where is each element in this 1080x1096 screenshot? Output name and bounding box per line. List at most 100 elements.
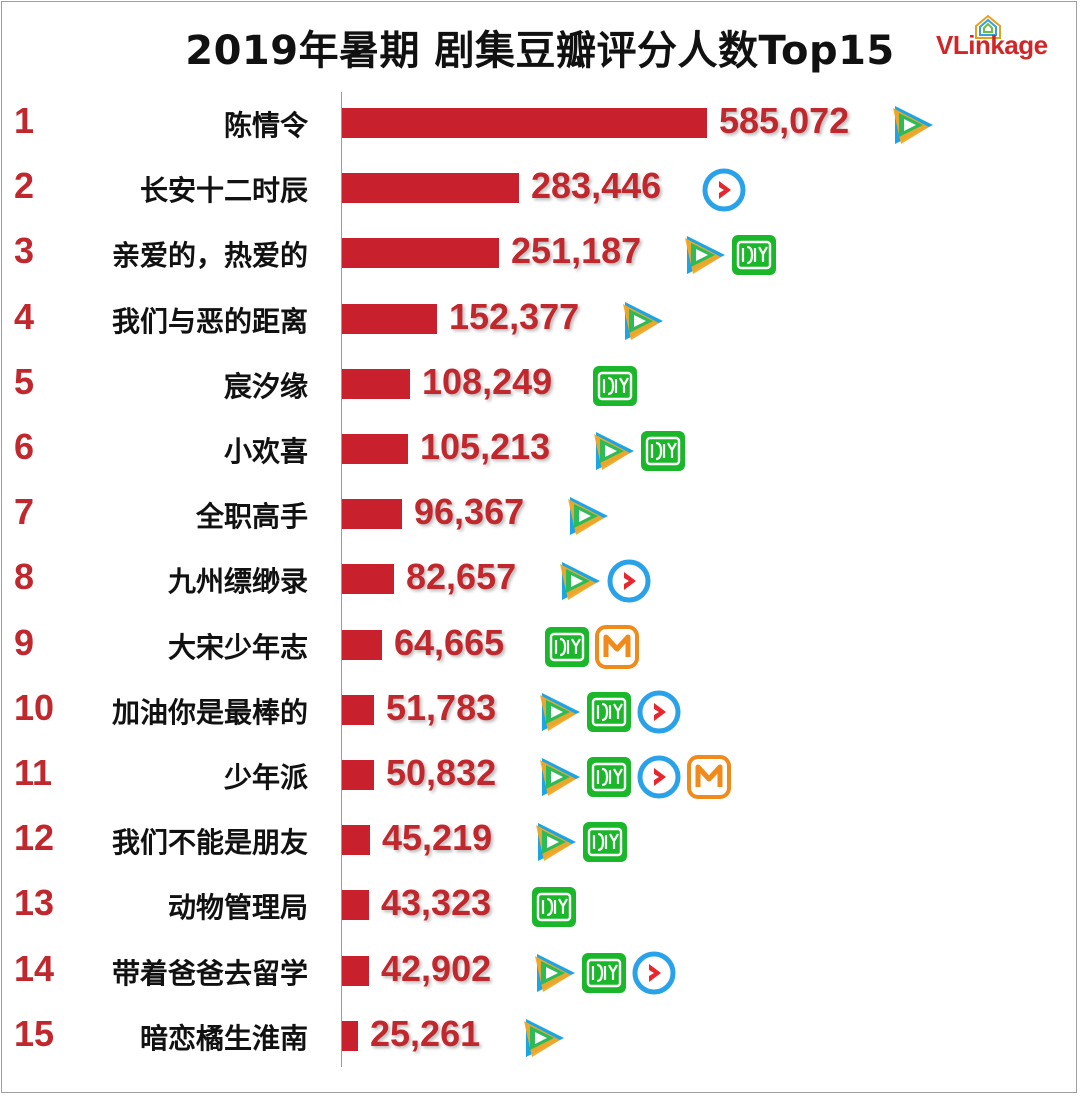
tencent-video-icon bbox=[540, 692, 580, 731]
rank-label: 7 bbox=[14, 491, 35, 533]
bar bbox=[342, 629, 382, 660]
platform-icons bbox=[889, 101, 935, 149]
series-name-label: 陈情令 bbox=[223, 109, 308, 142]
tencent-video-icon bbox=[560, 562, 600, 601]
platform-icons bbox=[564, 492, 610, 540]
tencent-video-icon bbox=[685, 236, 725, 275]
series-name-label: 暗恋橘生淮南 bbox=[139, 1021, 308, 1055]
value-label: 283,446 bbox=[531, 165, 662, 207]
rank-label: 8 bbox=[14, 556, 35, 598]
iqiyi-icon bbox=[583, 822, 627, 863]
rank-label: 13 bbox=[14, 882, 55, 924]
iqiyi-icon bbox=[593, 365, 637, 406]
value-label: 25,261 bbox=[370, 1012, 481, 1054]
platform-icons bbox=[556, 557, 652, 605]
series-name-label: 我们与恶的距离 bbox=[111, 304, 308, 338]
platform-icons bbox=[592, 362, 638, 410]
bar-row: 5 宸汐缘 108,249 bbox=[0, 353, 1080, 419]
logo-text-tail: age bbox=[1004, 30, 1048, 60]
platform-icons bbox=[544, 623, 640, 671]
series-name-label: 大宋少年志 bbox=[167, 630, 308, 664]
bar-row: 1 陈情令 585,072 bbox=[0, 92, 1080, 158]
chart-title: 2019年暑期 剧集豆瓣评分人数Top15 bbox=[185, 28, 895, 74]
value-label: 152,377 bbox=[449, 295, 580, 337]
bar bbox=[342, 694, 374, 725]
tencent-video-icon bbox=[594, 432, 634, 470]
series-name-label: 少年派 bbox=[223, 761, 308, 794]
bar bbox=[342, 434, 408, 464]
rank-label: 3 bbox=[14, 230, 35, 272]
platform-icons bbox=[536, 753, 732, 801]
bar bbox=[342, 564, 394, 595]
bar-row: 8 九州缥缈录 82,657 bbox=[0, 548, 1080, 614]
rank-label: 2 bbox=[14, 165, 35, 207]
bar-row: 13 动物管理局 43,323 bbox=[0, 874, 1080, 940]
bar bbox=[342, 890, 369, 921]
tencent-video-icon bbox=[536, 823, 576, 862]
rank-label: 15 bbox=[14, 1012, 55, 1054]
bar bbox=[342, 1020, 358, 1051]
tencent-video-icon bbox=[524, 1018, 564, 1057]
bar-row: 15 暗恋橘生淮南 25,261 bbox=[0, 1005, 1080, 1071]
platform-icons bbox=[701, 166, 747, 214]
bar bbox=[342, 825, 370, 856]
platform-icons bbox=[520, 1014, 566, 1062]
value-label: 45,219 bbox=[382, 817, 493, 859]
platform-icons bbox=[531, 949, 677, 997]
bar-row: 7 全职高手 96,367 bbox=[0, 483, 1080, 549]
value-label: 82,657 bbox=[406, 556, 517, 598]
bar bbox=[342, 955, 369, 986]
rank-label: 9 bbox=[14, 621, 35, 663]
value-label: 96,367 bbox=[414, 491, 525, 533]
value-label: 585,072 bbox=[719, 100, 850, 141]
platform-icons bbox=[681, 231, 777, 279]
series-name-label: 小欢喜 bbox=[223, 435, 308, 468]
platform-icons bbox=[590, 427, 686, 475]
series-name-label: 宸汐缘 bbox=[223, 369, 308, 403]
house-frame-icon bbox=[975, 14, 1001, 39]
bar-row: 2 长安十二时辰 283,446 bbox=[0, 157, 1080, 223]
value-label: 64,665 bbox=[394, 621, 505, 663]
series-name-label: 我们不能是朋友 bbox=[111, 826, 308, 860]
iqiyi-icon bbox=[532, 887, 576, 928]
platform-icons bbox=[532, 818, 628, 866]
vlinkage-logo: VLinkage bbox=[936, 14, 1068, 64]
mgtv-icon bbox=[595, 624, 639, 669]
iqiyi-icon bbox=[587, 691, 631, 732]
bar-row: 11 少年派 50,832 bbox=[0, 744, 1080, 810]
rank-label: 1 bbox=[14, 100, 35, 141]
bar bbox=[342, 368, 410, 399]
tencent-video-icon bbox=[535, 953, 575, 992]
mgtv-icon bbox=[687, 755, 731, 799]
value-label: 251,187 bbox=[511, 230, 642, 272]
bar-row: 3 亲爱的，热爱的 251,187 bbox=[0, 222, 1080, 288]
rank-label: 12 bbox=[14, 817, 55, 859]
series-name-label: 长安十二时辰 bbox=[139, 174, 308, 208]
value-label: 108,249 bbox=[422, 360, 553, 402]
tencent-video-icon bbox=[540, 758, 580, 796]
bar bbox=[342, 108, 707, 138]
series-name-label: 亲爱的，热爱的 bbox=[111, 239, 308, 273]
value-label: 51,783 bbox=[386, 686, 497, 728]
value-label: 105,213 bbox=[420, 426, 551, 467]
tencent-video-icon bbox=[568, 497, 608, 536]
youku-icon bbox=[637, 690, 681, 734]
bar bbox=[342, 238, 499, 269]
bar-row: 14 带着爸爸去留学 42,902 bbox=[0, 940, 1080, 1006]
rank-label: 6 bbox=[14, 426, 35, 467]
iqiyi-icon bbox=[732, 235, 776, 276]
value-label: 50,832 bbox=[386, 752, 497, 793]
category-axis-line bbox=[341, 92, 342, 1067]
series-name-label: 带着爸爸去留学 bbox=[111, 956, 308, 990]
bar-row: 10 加油你是最棒的 51,783 bbox=[0, 679, 1080, 745]
iqiyi-icon bbox=[641, 431, 685, 471]
vlinkage-logo-text: VLinkage bbox=[936, 30, 1048, 61]
youku-icon bbox=[607, 559, 651, 603]
series-name-label: 动物管理局 bbox=[167, 891, 308, 925]
youku-icon bbox=[637, 755, 681, 799]
tencent-video-icon bbox=[623, 301, 663, 340]
series-name-label: 九州缥缈录 bbox=[167, 565, 308, 599]
rank-label: 10 bbox=[14, 686, 55, 728]
bar bbox=[342, 303, 437, 334]
